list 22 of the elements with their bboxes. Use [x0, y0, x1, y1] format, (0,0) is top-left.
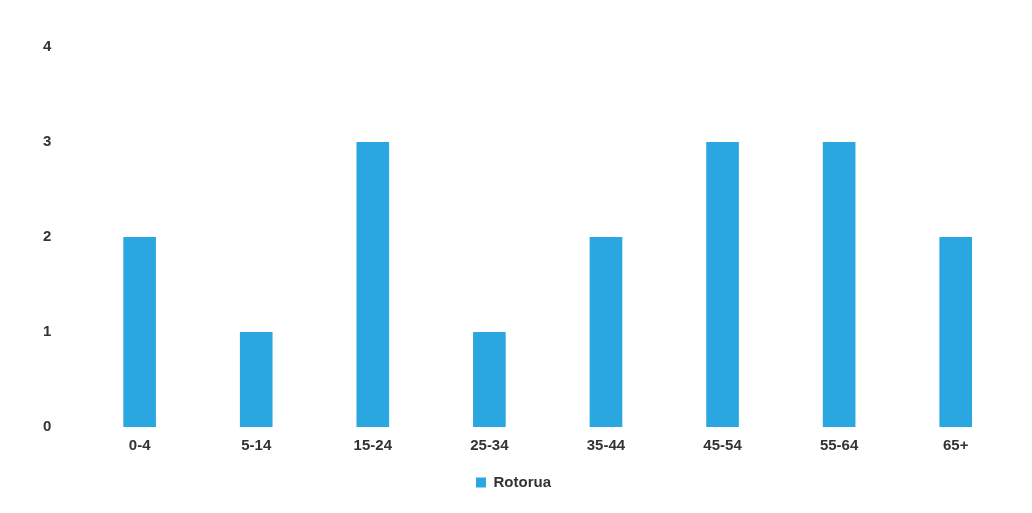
bar	[123, 237, 156, 427]
legend-label: Rotorua	[493, 472, 552, 490]
x-tick-label: 55-64	[819, 436, 859, 454]
bar	[939, 237, 973, 427]
x-tick-label: 15-24	[353, 436, 393, 454]
x-tick-label: 35-44	[586, 436, 626, 454]
bar	[706, 142, 739, 427]
bar	[356, 142, 390, 427]
x-tick-label: 45-54	[703, 436, 743, 454]
y-tick-label: 0	[43, 417, 52, 435]
x-tick-label: 25-34	[470, 436, 510, 454]
y-tick-label: 2	[43, 227, 52, 245]
bar	[589, 237, 623, 427]
x-tick-label: 65+	[942, 436, 969, 454]
x-tick-label: 0-4	[128, 436, 152, 454]
bar	[822, 142, 856, 427]
x-tick-label: 5-14	[241, 436, 272, 454]
bar	[473, 332, 506, 427]
y-tick-label: 1	[43, 322, 52, 340]
bar	[239, 332, 273, 427]
y-tick-label: 3	[43, 132, 52, 150]
y-tick-label: 4	[43, 37, 52, 55]
